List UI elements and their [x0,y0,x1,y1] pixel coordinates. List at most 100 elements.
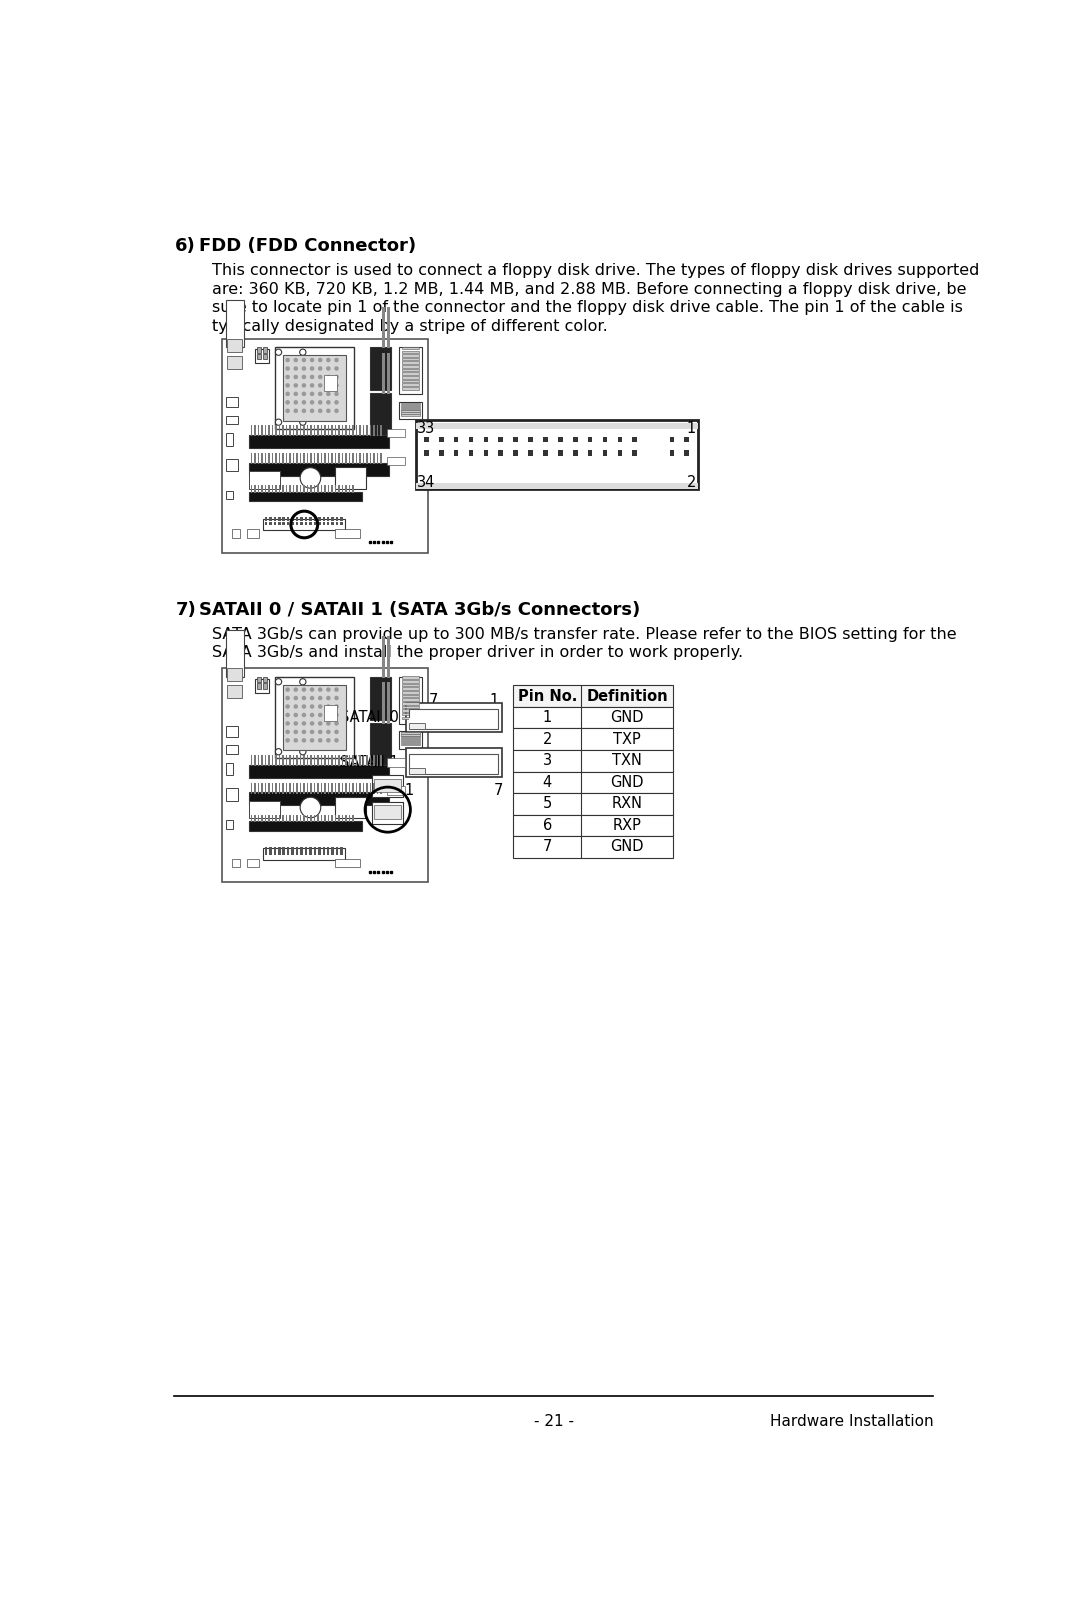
Bar [296,425,298,436]
Bar [318,783,319,794]
Circle shape [310,383,313,387]
Circle shape [319,358,322,361]
Bar [283,847,285,850]
Bar [278,847,281,850]
Bar [363,454,364,464]
Circle shape [327,367,329,371]
Bar [409,719,424,730]
Bar [273,852,276,855]
Bar [227,338,242,351]
Bar [349,755,350,765]
Bar [373,775,403,797]
Bar [346,783,347,794]
Bar [513,707,673,728]
Bar [332,486,333,492]
Bar [289,454,291,464]
Text: 34: 34 [417,475,435,491]
Bar [261,783,262,794]
Bar [292,521,294,526]
Bar [275,348,354,428]
Bar [380,454,382,464]
Bar [332,852,334,855]
Bar [248,800,280,818]
Circle shape [294,688,297,691]
Bar [318,755,319,765]
Bar [275,783,276,794]
Circle shape [310,722,313,725]
Circle shape [302,722,306,725]
Bar [300,783,301,794]
Bar [314,815,315,823]
Text: GND: GND [610,711,644,725]
Circle shape [319,367,322,371]
Bar [293,755,295,765]
Bar [355,454,357,464]
Bar [513,436,518,443]
Text: Definition: Definition [586,688,667,704]
Text: sure to locate pin 1 of the connector and the floppy disk drive cable. The pin 1: sure to locate pin 1 of the connector an… [213,300,963,316]
Bar [268,755,270,765]
Circle shape [327,722,329,725]
Bar [261,486,262,492]
Bar [380,783,382,794]
Bar [289,783,291,794]
Bar [319,516,321,521]
Bar [369,755,372,765]
Bar [251,425,253,436]
Bar [261,425,262,436]
Text: Hardware Installation: Hardware Installation [770,1415,933,1429]
Bar [275,815,276,823]
Bar [282,755,284,765]
Bar [254,755,256,765]
Bar [543,436,548,443]
Bar [374,454,375,464]
Circle shape [310,393,313,396]
Text: SATAII 0: SATAII 0 [339,711,399,725]
Bar [352,815,354,823]
Circle shape [327,739,329,743]
Bar [402,380,419,382]
Bar [300,815,301,823]
Bar [279,783,281,794]
Bar [289,425,291,436]
Bar [685,436,689,443]
Bar [257,677,260,682]
Circle shape [275,419,282,425]
Bar [402,712,419,715]
Circle shape [335,704,338,707]
Circle shape [302,367,306,371]
Circle shape [327,383,329,387]
Bar [327,454,329,464]
Bar [269,521,271,526]
Bar [293,425,295,436]
Circle shape [286,393,289,396]
Bar [360,783,361,794]
Bar [633,436,637,443]
Bar [275,486,276,492]
Bar [402,680,419,683]
Bar [340,852,342,855]
Text: are: 360 KB, 720 KB, 1.2 MB, 1.44 MB, and 2.88 MB. Before connecting a floppy di: are: 360 KB, 720 KB, 1.2 MB, 1.44 MB, an… [213,282,967,297]
Bar [341,425,343,436]
Bar [363,755,364,765]
Bar [370,677,391,720]
Bar [335,529,360,537]
Bar [341,815,343,823]
Bar [336,847,338,850]
Circle shape [327,714,329,717]
Bar [265,425,267,436]
Circle shape [286,358,289,361]
Bar [324,486,326,492]
Bar [286,425,287,436]
Bar [279,425,281,436]
Bar [416,420,698,489]
Bar [248,492,362,502]
Circle shape [310,696,313,699]
Bar [258,755,259,765]
Circle shape [335,409,338,412]
Bar [402,375,419,379]
Text: 4: 4 [542,775,552,789]
Bar [373,802,403,823]
Bar [346,815,347,823]
Bar [380,755,382,765]
